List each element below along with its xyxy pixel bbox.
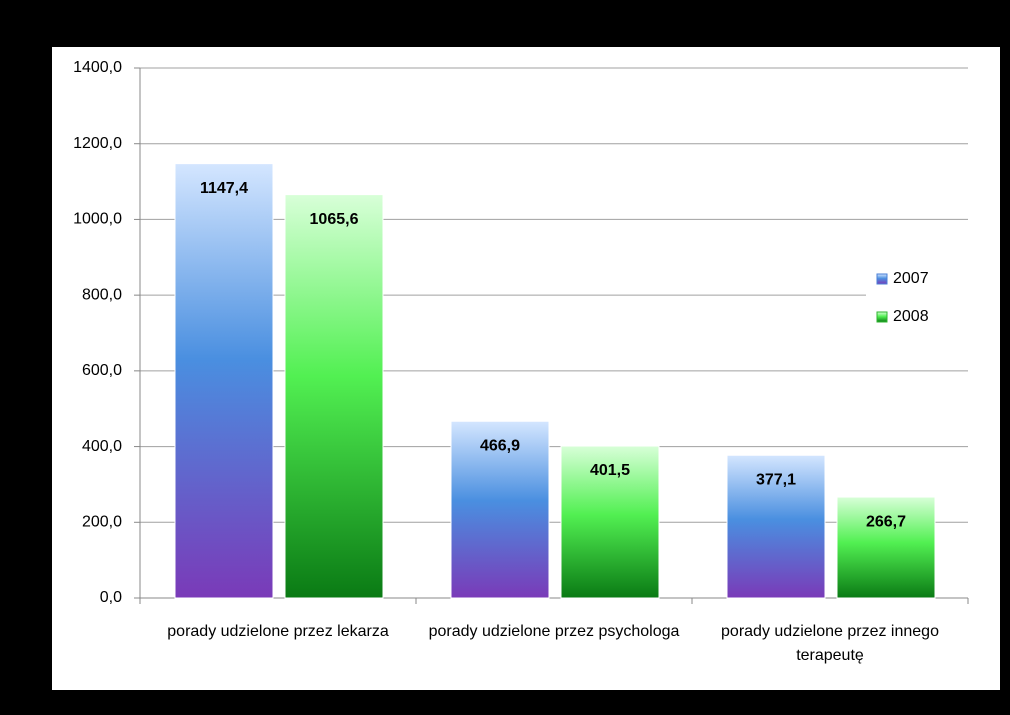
y-tick-label: 1200,0 xyxy=(73,135,122,152)
bar xyxy=(726,454,826,599)
value-label: 401,5 xyxy=(590,462,630,479)
value-label: 266,7 xyxy=(866,513,906,530)
legend-label: 2008 xyxy=(893,308,929,325)
bar xyxy=(450,420,550,599)
value-label: 1147,4 xyxy=(200,180,248,197)
value-label: 1065,6 xyxy=(310,211,359,228)
legend-swatch xyxy=(876,273,888,285)
bar xyxy=(836,496,936,599)
value-label: 377,1 xyxy=(756,471,796,488)
y-tick-label: 600,0 xyxy=(82,362,122,379)
x-tick-label: porady udzielone przez innego terapeutę xyxy=(721,623,939,664)
bar xyxy=(560,445,660,599)
bar xyxy=(174,163,274,599)
y-tick-label: 1400,0 xyxy=(73,59,122,76)
y-tick-label: 200,0 xyxy=(82,514,122,531)
legend-swatch xyxy=(876,311,888,323)
y-tick-label: 1000,0 xyxy=(73,211,122,228)
x-tick-label: porady udzielone przez psychologa xyxy=(428,623,680,640)
x-tick-label: porady udzielone przez lekarza xyxy=(167,623,389,640)
legend-label: 2007 xyxy=(893,270,929,287)
value-label: 466,9 xyxy=(480,437,520,454)
bar xyxy=(284,194,384,599)
y-tick-label: 0,0 xyxy=(100,589,122,606)
y-tick-label: 800,0 xyxy=(82,286,122,303)
y-tick-label: 400,0 xyxy=(82,438,122,455)
